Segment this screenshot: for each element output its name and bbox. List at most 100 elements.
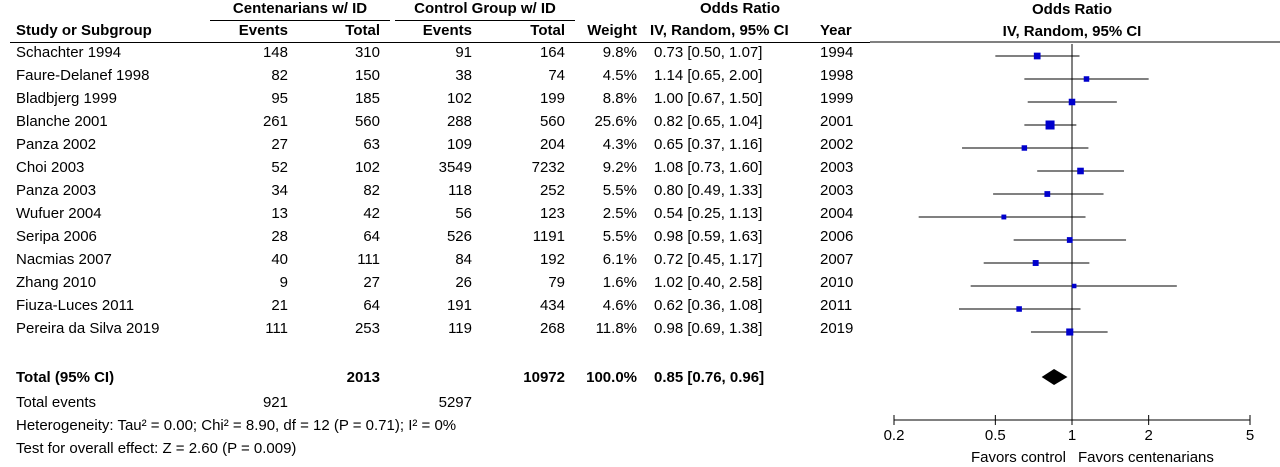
cell-ci-text: 0.73 [0.50, 1.07] [654, 44, 763, 61]
cell-study: Nacmias 2007 [16, 251, 112, 268]
cell-study: Schachter 1994 [16, 44, 122, 61]
cell-k-events: 56 [455, 205, 472, 222]
cell-ci-text: 1.14 [0.65, 2.00] [654, 67, 763, 84]
heterogeneity-text: Heterogeneity: Tau² = 0.00; Chi² = 8.90,… [16, 417, 457, 434]
cell-c-events: 27 [271, 136, 288, 153]
total-c-total: 2013 [346, 369, 380, 386]
header-centenarians-underline [210, 20, 390, 21]
estimate-marker [1083, 76, 1090, 82]
cell-year: 2004 [820, 205, 854, 222]
cell-k-total: 434 [539, 297, 565, 314]
cell-year: 2010 [820, 274, 854, 291]
estimate-marker [1071, 283, 1077, 289]
cell-c-total: 150 [354, 67, 380, 84]
plot-title: Odds Ratio [1032, 1, 1112, 18]
favors-right-label: Favors centenarians [1078, 449, 1214, 466]
cell-k-total: 268 [539, 320, 565, 337]
total-k-events: 5297 [438, 394, 472, 411]
cell-study: Fiuza-Luces 2011 [16, 297, 135, 314]
cell-k-total: 123 [539, 205, 565, 222]
x-tick-label: 0.5 [985, 427, 1006, 444]
header-odds-ratio: Odds Ratio [699, 0, 780, 17]
cell-weight: 4.6% [602, 297, 637, 314]
cell-k-events: 38 [455, 67, 472, 84]
estimate-marker [1016, 306, 1022, 312]
forest-plot-svg: Odds Ratio IV, Random, 95% CI 0.2 0.5 1 2 5 Fav… [870, 1, 1280, 466]
cell-c-total: 27 [363, 274, 380, 291]
cell-year: 2001 [820, 113, 854, 130]
cell-weight: 4.3% [602, 136, 637, 153]
estimate-marker [1032, 260, 1039, 266]
cell-k-total: 560 [539, 113, 565, 130]
cell-year: 2002 [820, 136, 854, 153]
cell-k-total: 1191 [532, 228, 565, 245]
cell-k-events: 526 [446, 228, 472, 245]
cell-c-events: 261 [262, 113, 288, 130]
cell-c-total: 82 [363, 182, 380, 199]
cell-ci-text: 1.00 [0.67, 1.50] [654, 90, 763, 107]
cell-c-events: 9 [279, 274, 288, 291]
cell-ci-text: 0.65 [0.37, 1.16] [654, 136, 763, 153]
x-tick-label: 1 [1068, 427, 1076, 444]
cell-study: Zhang 2010 [16, 274, 97, 291]
estimate-marker [1066, 328, 1074, 336]
estimate-marker [1033, 52, 1041, 60]
cell-c-total: 64 [363, 228, 380, 245]
col-study: Study or Subgroup [16, 22, 152, 39]
cell-weight: 5.5% [602, 228, 637, 245]
estimate-marker [1068, 98, 1076, 106]
cell-k-events: 119 [448, 320, 472, 337]
total-weight: 100.0% [586, 369, 637, 386]
estimate-marker [1021, 145, 1028, 151]
cell-k-events: 109 [446, 136, 472, 153]
cell-c-events: 34 [271, 182, 288, 199]
cell-year: 1998 [820, 67, 854, 84]
cell-k-events: 26 [455, 274, 472, 291]
cell-k-total: 199 [539, 90, 565, 107]
header-control-underline [395, 20, 575, 21]
cell-weight: 9.2% [602, 159, 637, 176]
total-events-label: Total events [16, 394, 97, 411]
forest-plot: Odds Ratio IV, Random, 95% CI 0.2 0.5 1 2 5 Fav… [870, 0, 1280, 467]
col-weight: Weight [587, 22, 637, 39]
cell-c-total: 63 [363, 136, 380, 153]
cell-c-total: 102 [354, 159, 380, 176]
cell-weight: 11.8% [595, 320, 637, 337]
cell-c-total: 560 [354, 113, 380, 130]
cell-c-total: 253 [354, 320, 380, 337]
cell-k-events: 118 [448, 182, 472, 199]
cell-study: Faure-Delanef 1998 [16, 67, 150, 84]
plot-method: IV, Random, 95% CI [1003, 23, 1142, 40]
cell-ci-text: 0.80 [0.49, 1.33] [654, 182, 763, 199]
cell-study: Panza 2002 [16, 136, 97, 153]
cell-k-total: 7232 [531, 159, 565, 176]
cell-weight: 25.6% [594, 113, 637, 130]
cell-k-total: 204 [539, 136, 565, 153]
cell-year: 2019 [820, 320, 854, 337]
cell-weight: 8.8% [602, 90, 637, 107]
cell-c-events: 28 [271, 228, 288, 245]
cell-ci-text: 0.98 [0.69, 1.38] [654, 320, 763, 337]
cell-weight: 6.1% [602, 251, 637, 268]
col-c-events: Events [238, 22, 288, 39]
estimate-marker [1001, 214, 1007, 220]
cell-k-total: 79 [548, 274, 565, 291]
cell-ci-text: 1.02 [0.40, 2.58] [654, 274, 763, 291]
forest-table: Centenarians w/ ID Control Group w/ ID O… [10, 0, 870, 457]
cell-k-total: 164 [539, 44, 565, 61]
cell-weight: 1.6% [602, 274, 637, 291]
cell-k-events: 102 [446, 90, 472, 107]
estimate-marker [1077, 167, 1084, 175]
cell-study: Choi 2003 [16, 159, 85, 176]
cell-k-total: 74 [548, 67, 565, 84]
cell-study: Wufuer 2004 [16, 205, 102, 222]
cell-weight: 9.8% [602, 44, 637, 61]
cell-c-events: 13 [271, 205, 288, 222]
cell-c-total: 42 [363, 205, 380, 222]
cell-study: Blanche 2001 [16, 113, 108, 130]
cell-year: 2007 [820, 251, 854, 268]
x-tick-label: 0.2 [884, 427, 905, 444]
cell-study: Bladbjerg 1999 [16, 90, 117, 107]
cell-ci-text: 1.08 [0.73, 1.60] [654, 159, 763, 176]
col-k-total: Total [530, 22, 565, 39]
